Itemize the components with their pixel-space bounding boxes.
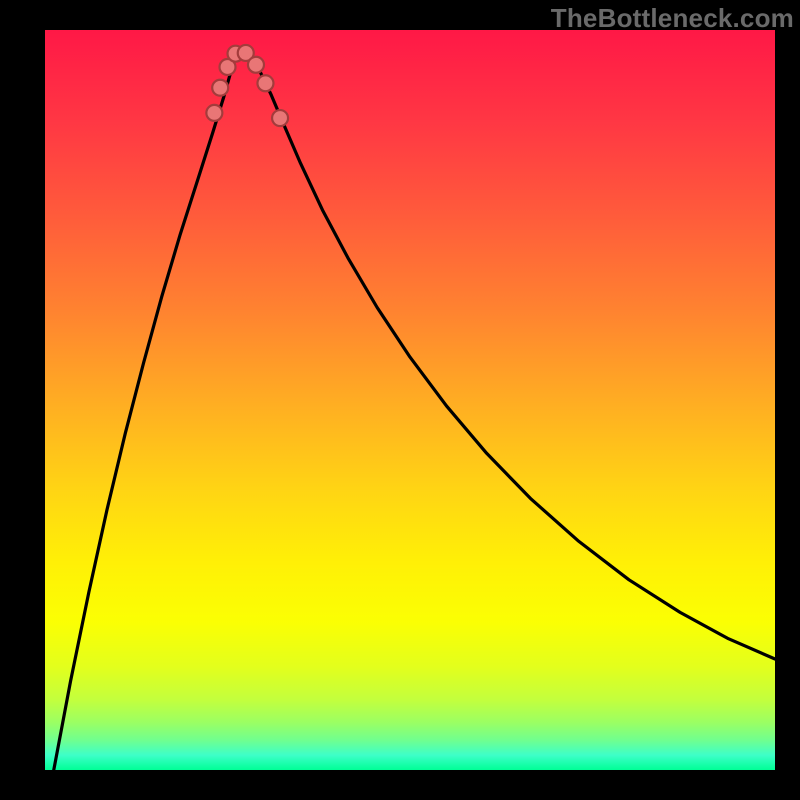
data-marker: [257, 75, 273, 91]
bottleneck-chart: [0, 0, 800, 800]
plot-background: [45, 30, 775, 770]
data-marker: [212, 80, 228, 96]
data-marker: [272, 110, 288, 126]
chart-container: { "watermark": { "text": "TheBottleneck.…: [0, 0, 800, 800]
data-marker: [248, 57, 264, 73]
data-marker: [206, 105, 222, 121]
watermark-text: TheBottleneck.com: [551, 3, 794, 34]
